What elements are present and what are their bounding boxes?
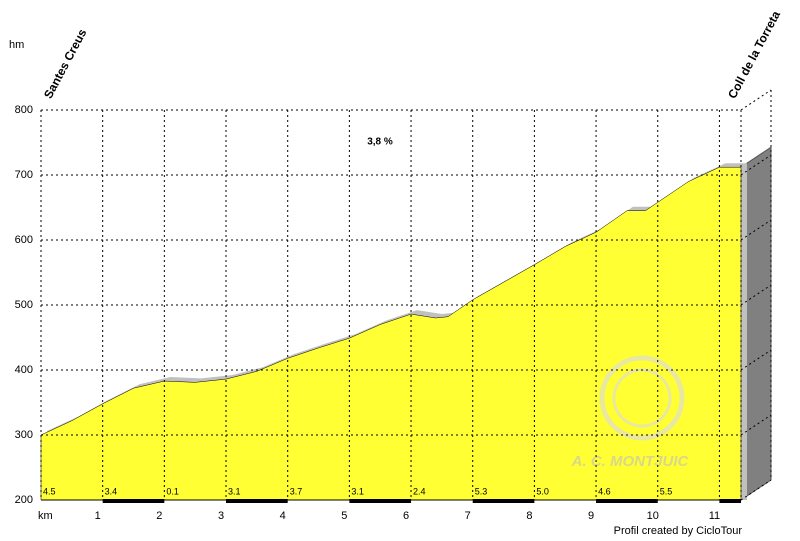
logo-ring	[599, 355, 685, 441]
km-bar	[226, 499, 288, 503]
y-tick-label: 700	[15, 169, 33, 181]
x-tick-label: 11	[709, 510, 720, 522]
grade-label: 3.1	[351, 486, 364, 496]
x-tick-label: 3	[218, 510, 224, 522]
grid-line-depth	[740, 414, 772, 436]
x-tick-label: 9	[588, 510, 594, 522]
watermark: A. C. MONTJUIC	[571, 453, 690, 470]
km-bar	[596, 499, 658, 503]
x-axis-label: km	[38, 510, 53, 522]
y-tick-label: 400	[15, 364, 33, 376]
grid-line-depth	[740, 154, 772, 176]
grade-label: 3.7	[290, 486, 303, 496]
grade-label: 4.5	[43, 486, 56, 496]
km-bar	[719, 499, 741, 503]
km-bar	[102, 499, 165, 503]
grade-label: 3.1	[228, 486, 241, 496]
grid-line-depth	[740, 284, 772, 306]
grid-line-depth	[740, 89, 772, 111]
grade-label: 2.4	[413, 486, 426, 496]
grade-label: 5.5	[660, 486, 673, 496]
credit: Profil created by CicloTour	[614, 525, 743, 537]
x-tick-label: 4	[280, 510, 286, 522]
end-name: Coll de la Torreta	[725, 8, 783, 101]
grade-label: 5.3	[475, 486, 488, 496]
y-tick-label: 300	[15, 429, 33, 441]
grade-label: 3.4	[105, 486, 118, 496]
grade-label: 5.0	[536, 486, 549, 496]
x-tick-label: 2	[156, 510, 162, 522]
x-tick-label: 10	[647, 510, 659, 522]
grade-label: 0.1	[166, 486, 179, 496]
profile-area	[40, 166, 742, 501]
x-tick-label: 8	[526, 510, 532, 522]
x-tick-label: 5	[341, 510, 347, 522]
y-tick-label: 600	[15, 234, 33, 246]
annotation: 3,8 %	[367, 137, 393, 148]
x-tick-label: 1	[95, 510, 101, 522]
grid-line-depth	[740, 349, 772, 371]
x-tick-label: 7	[465, 510, 471, 522]
y-tick-label: 500	[15, 299, 33, 311]
y-axis-label: hm	[9, 39, 24, 51]
km-bar	[472, 499, 535, 503]
y-tick-label: 200	[15, 494, 33, 506]
grid-line-depth	[740, 219, 772, 241]
grade-label: 4.6	[598, 486, 611, 496]
grid-line-depth	[740, 479, 772, 501]
km-bar	[349, 499, 412, 503]
x-tick-label: 6	[403, 510, 409, 522]
y-tick-label: 800	[15, 104, 33, 116]
start-name: Santes Creus	[41, 26, 90, 101]
